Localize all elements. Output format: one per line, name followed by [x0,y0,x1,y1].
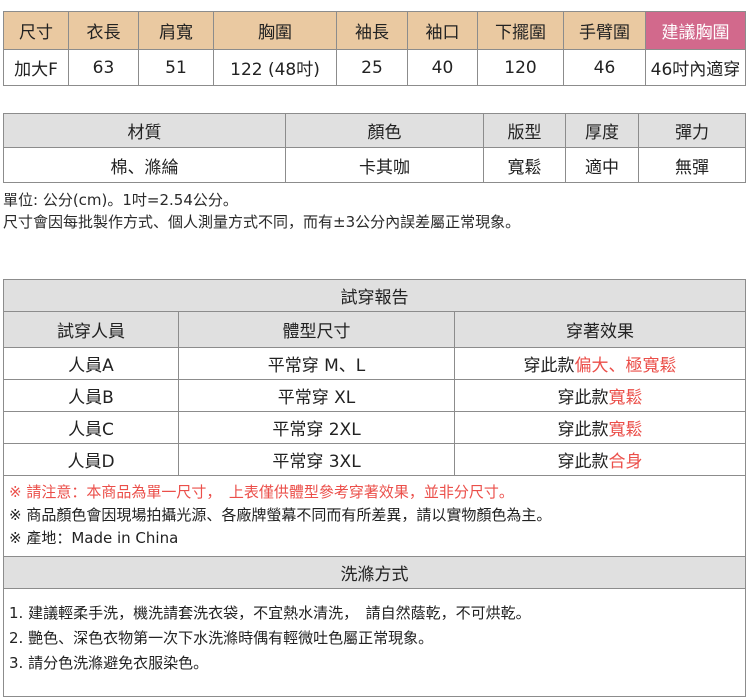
cell-hem: 120 [477,49,564,86]
header-shoulder: 肩寬 [138,11,214,50]
table-row: 人員B 平常穿 XL 穿此款寬鬆 [3,379,746,412]
fitting-title-row: 試穿報告 [3,279,746,312]
unit-note: 單位: 公分(cm)。1吋=2.54公分。 [3,191,238,209]
effect-highlight: 寬鬆 [608,388,643,408]
cell-tester: 人員D [3,443,179,476]
unit-notes-block: 單位: 公分(cm)。1吋=2.54公分。 尺寸會因每批製作方式、個人測量方式不… [3,189,755,233]
header-wearing-effect: 穿著效果 [454,311,746,348]
cell-wearing-effect: 穿此款偏大、極寬鬆 [454,347,746,380]
cell-size-label: 加大F [3,49,69,86]
table-row: 加大F 63 51 122 (48吋) 25 40 120 46 46吋內適穿 [3,49,746,86]
cell-tester: 人員C [3,411,179,444]
size-chart-table: 尺寸 衣長 肩寬 胸圍 袖長 袖口 下擺圍 手臂圍 建議胸圍 加大F 63 51… [3,11,746,86]
effect-prefix: 穿此款 [557,420,609,440]
effect-prefix: 穿此款 [557,452,609,472]
effect-prefix: 穿此款 [557,388,609,408]
effect-highlight: 偏大、極寬鬆 [574,356,677,376]
cell-body-size: 平常穿 3XL [178,443,455,476]
cell-tester: 人員A [3,347,179,380]
wash-method-title: 洗滌方式 [3,556,746,589]
size-chart-header-row: 尺寸 衣長 肩寬 胸圍 袖長 袖口 下擺圍 手臂圍 建議胸圍 [3,11,746,50]
header-stretch: 彈力 [638,113,746,148]
spec-table: 材質 顏色 版型 厚度 彈力 棉、滌綸 卡其咖 寬鬆 適中 無彈 [3,113,746,183]
fitting-header-row: 試穿人員 體型尺寸 穿著效果 [3,311,746,348]
spec-header-row: 材質 顏色 版型 厚度 彈力 [3,113,746,148]
cell-material: 棉、滌綸 [3,147,286,183]
wash-instructions-cell: 1. 建議輕柔手洗，機洗請套洗衣袋，不宜熱水清洗， 請自然蔭乾，不可烘乾。 2.… [3,588,746,697]
cell-length: 63 [68,49,139,86]
header-color: 顏色 [285,113,484,148]
table-row: 人員A 平常穿 M、L 穿此款偏大、極寬鬆 [3,347,746,380]
header-cut: 版型 [483,113,566,148]
wash-instruction-line: 3. 請分色洗滌避免衣服染色。 [9,654,209,672]
cell-color: 卡其咖 [285,147,484,183]
table-row: 人員C 平常穿 2XL 穿此款寬鬆 [3,411,746,444]
header-sleeve-length: 袖長 [336,11,408,50]
cell-cut: 寬鬆 [483,147,566,183]
wash-instruction-line: 1. 建議輕柔手洗，機洗請套洗衣袋，不宜熱水清洗， 請自然蔭乾，不可烘乾。 [9,604,531,622]
single-size-warning-note: ※ 請注意：本商品為單一尺寸， 上表僅供體型參考穿著效果，並非分尺寸。 [9,483,514,501]
cell-recommended-bust: 46吋內適穿 [645,49,746,86]
cell-body-size: 平常穿 XL [178,379,455,412]
header-recommended-bust: 建議胸圍 [645,11,746,50]
header-thickness: 厚度 [565,113,639,148]
header-size: 尺寸 [3,11,69,50]
wash-instruction-line: 2. 艷色、深色衣物第一次下水洗滌時偶有輕微吐色屬正常現象。 [9,629,434,647]
notes-row: ※ 請注意：本商品為單一尺寸， 上表僅供體型參考穿著效果，並非分尺寸。 ※ 商品… [3,475,746,557]
header-body-size: 體型尺寸 [178,311,455,348]
cell-thickness: 適中 [565,147,639,183]
cell-bust: 122 (48吋) [213,49,337,86]
table-row: 人員D 平常穿 3XL 穿此款合身 [3,443,746,476]
cell-arm: 46 [563,49,646,86]
wash-title-row: 洗滌方式 [3,556,746,589]
fitting-report-title: 試穿報告 [3,279,746,312]
table-row: 棉、滌綸 卡其咖 寬鬆 適中 無彈 [3,147,746,183]
effect-prefix: 穿此款 [523,356,575,376]
effect-highlight: 寬鬆 [608,420,643,440]
color-difference-note: ※ 商品顏色會因現場拍攝光源、各廠牌螢幕不同而有所差異，請以實物顏色為主。 [9,506,552,524]
header-material: 材質 [3,113,286,148]
header-cuff: 袖口 [407,11,478,50]
cell-stretch: 無彈 [638,147,746,183]
header-bust: 胸圍 [213,11,337,50]
origin-note: ※ 產地：Made in China [9,529,179,547]
cell-wearing-effect: 穿此款合身 [454,443,746,476]
cell-body-size: 平常穿 M、L [178,347,455,380]
notes-cell: ※ 請注意：本商品為單一尺寸， 上表僅供體型參考穿著效果，並非分尺寸。 ※ 商品… [3,475,746,557]
cell-body-size: 平常穿 2XL [178,411,455,444]
fitting-report-table: 試穿報告 試穿人員 體型尺寸 穿著效果 人員A 平常穿 M、L 穿此款偏大、極寬… [3,279,746,697]
header-length: 衣長 [68,11,139,50]
header-hem: 下擺圍 [477,11,564,50]
tolerance-note: 尺寸會因每批製作方式、個人測量方式不同，而有±3公分內誤差屬正常現象。 [3,213,521,231]
cell-wearing-effect: 穿此款寬鬆 [454,411,746,444]
cell-sleeve-length: 25 [336,49,408,86]
header-tester: 試穿人員 [3,311,179,348]
cell-wearing-effect: 穿此款寬鬆 [454,379,746,412]
effect-highlight: 合身 [608,452,643,472]
cell-cuff: 40 [407,49,478,86]
cell-shoulder: 51 [138,49,214,86]
cell-tester: 人員B [3,379,179,412]
header-arm: 手臂圍 [563,11,646,50]
wash-instructions-row: 1. 建議輕柔手洗，機洗請套洗衣袋，不宜熱水清洗， 請自然蔭乾，不可烘乾。 2.… [3,588,746,697]
